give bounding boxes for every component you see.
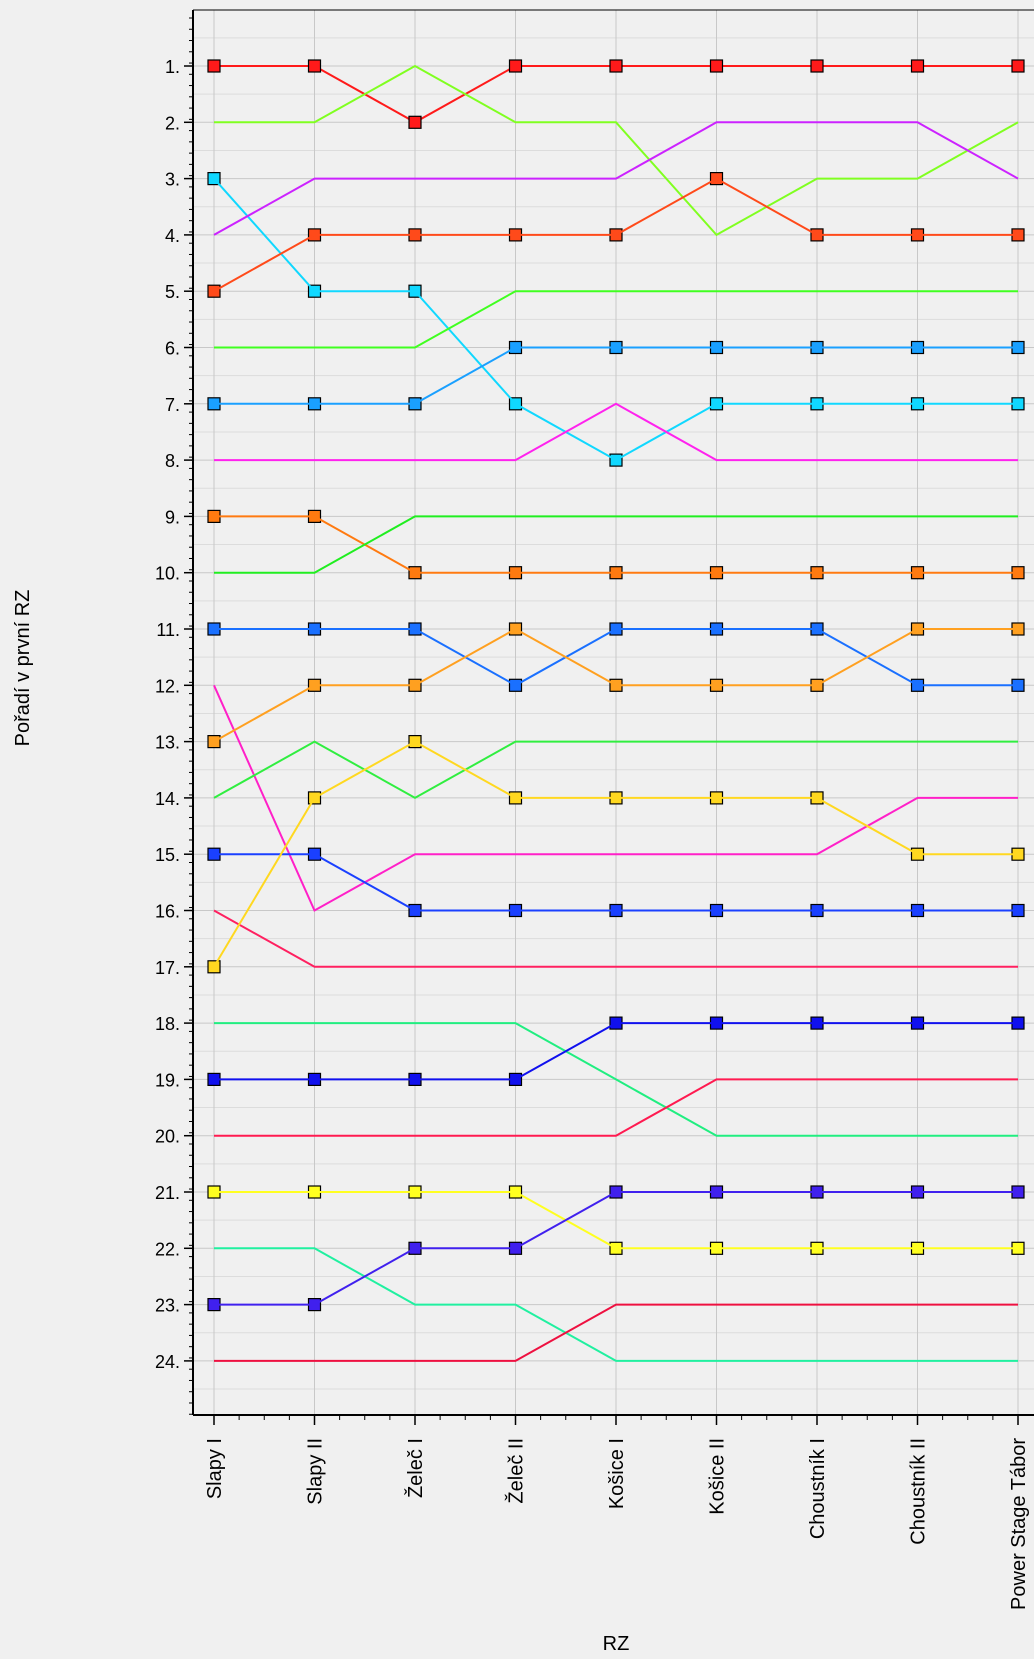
series-line: [213, 740, 1018, 800]
x-tick-label: Košice II: [707, 1438, 729, 1515]
y-tick-label: 9.: [165, 507, 180, 527]
y-tick-label: 23.: [155, 1296, 180, 1316]
y-tick-label: 10.: [155, 564, 180, 584]
y-tick-label: 18.: [155, 1014, 180, 1034]
series-line: [214, 515, 1018, 574]
y-tick-label: 6.: [165, 339, 180, 359]
grid: [193, 10, 1034, 1415]
series-line: [214, 1303, 1018, 1362]
series-line: [214, 290, 1018, 349]
series-line: [213, 121, 1019, 236]
data-point: [810, 59, 824, 73]
series-13: [213, 627, 1018, 743]
series-line: [214, 1191, 1018, 1306]
series-line: [213, 627, 1018, 743]
data-point: [910, 59, 925, 73]
y-tick-label: 13.: [155, 733, 180, 753]
series-21: [214, 1191, 1018, 1250]
series-line: [213, 909, 1018, 968]
y-tick-label: 20.: [155, 1127, 180, 1147]
y-tick-label: 15.: [155, 845, 180, 865]
x-tick-label: Choustník II: [908, 1438, 930, 1545]
series-line: [213, 684, 1018, 912]
series-1: [207, 59, 1025, 129]
series-line: [214, 1022, 1018, 1137]
series-line: [214, 64, 1019, 237]
y-tick-label: 24.: [155, 1352, 180, 1372]
y-tick-label: 8.: [165, 451, 180, 471]
x-tick-label: Slapy I: [204, 1438, 226, 1499]
x-tick-label: Želeč II: [505, 1438, 528, 1504]
y-tick-label: 2.: [165, 113, 180, 133]
series-line: [214, 1191, 1018, 1250]
data-point: [609, 59, 623, 73]
data-point: [508, 59, 523, 73]
x-tick-label: Power Stage Tábor: [1008, 1438, 1030, 1610]
y-tick-label: 1.: [165, 57, 180, 77]
series-15: [214, 853, 1018, 912]
series-group: [207, 59, 1025, 1362]
series-16: [213, 909, 1018, 968]
series-line: [214, 1247, 1018, 1362]
y-tick-label: 11.: [156, 620, 180, 640]
series-line: [214, 346, 1018, 405]
x-axis-title: RZ: [603, 1633, 630, 1655]
y-axis-title: Pořadí v první RZ: [12, 590, 34, 747]
y-tick-label: 17.: [155, 958, 180, 978]
y-tick-label: 5.: [165, 282, 180, 302]
series-18: [214, 1022, 1018, 1137]
series-line: [214, 515, 1018, 574]
series-line: [213, 740, 1018, 968]
series-line: [213, 177, 1018, 462]
y-tick-label: 7.: [165, 395, 180, 415]
series-line: [214, 853, 1018, 912]
y-tick-label: 16.: [155, 902, 180, 922]
data-point: [307, 59, 322, 73]
x-tick-label: Slapy II: [305, 1438, 327, 1505]
series-8: [207, 402, 1025, 918]
y-tick-label: 22.: [155, 1239, 180, 1259]
y-tick-label: 19.: [155, 1070, 180, 1090]
data-point: [408, 115, 422, 129]
axes: 1. 2. 3. 4. 5. 6. 7. 8. 9. 10. 11. 12. 13. 14. 15. 16. 1…: [155, 9, 1034, 1610]
series-line: [214, 1078, 1018, 1137]
series-24: [214, 1303, 1018, 1362]
series-line: [214, 628, 1018, 687]
series-17: [213, 740, 1018, 968]
series-14: [213, 740, 1018, 800]
series-22: [214, 1247, 1018, 1362]
data-point: [709, 59, 724, 73]
y-tick-label: 3.: [165, 170, 180, 190]
series-line: [214, 402, 1018, 462]
y-tick-label: 4.: [165, 226, 180, 246]
series-23: [214, 1191, 1018, 1306]
x-tick-label: Choustník I: [807, 1438, 829, 1539]
series-line: [213, 177, 1018, 293]
x-tick-label: Želeč I: [404, 1438, 427, 1498]
series-line: [214, 1022, 1018, 1081]
data-point: [1011, 59, 1025, 73]
series-19: [214, 1022, 1018, 1081]
series-20: [214, 1078, 1018, 1137]
y-tick-label: 21.: [155, 1183, 180, 1203]
x-tick-label: Košice I: [606, 1438, 628, 1509]
data-point: [207, 59, 221, 73]
y-tick-label: 14.: [155, 789, 180, 809]
y-tick-label: 12.: [155, 676, 180, 696]
